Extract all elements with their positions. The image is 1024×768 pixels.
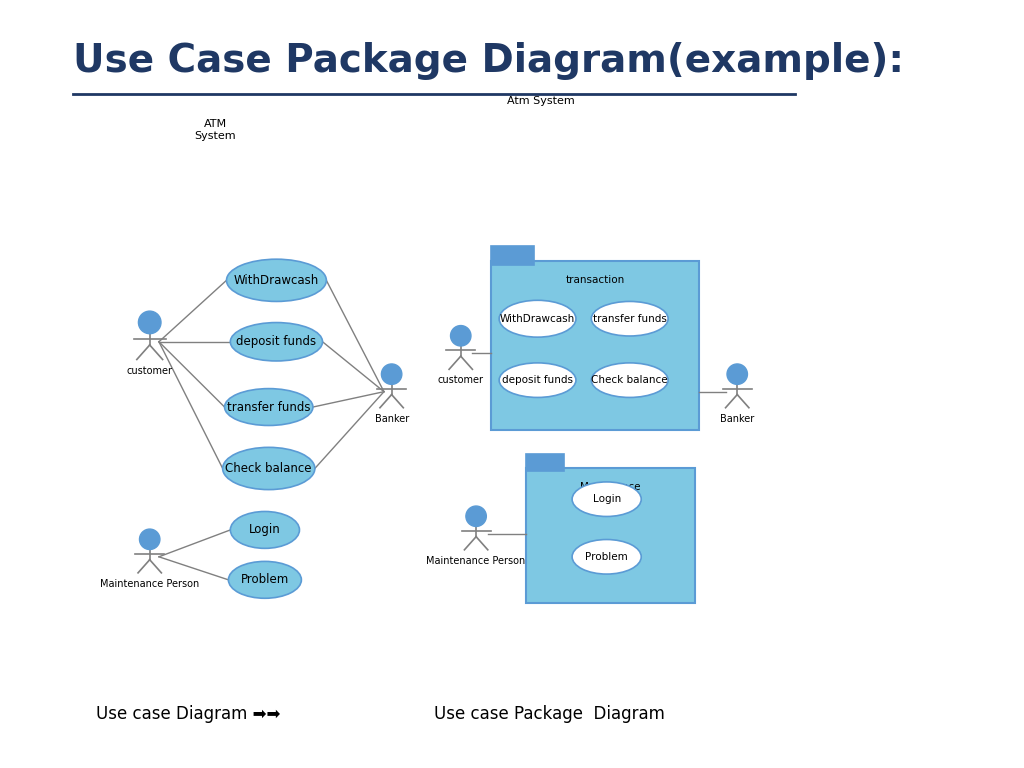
Text: Maintenance Person: Maintenance Person [100,579,200,589]
Circle shape [451,326,471,346]
Ellipse shape [572,539,641,574]
Text: Banker: Banker [375,413,409,424]
Text: deposit funds: deposit funds [502,375,573,386]
Text: transfer funds: transfer funds [227,401,310,413]
Circle shape [381,364,401,384]
Circle shape [139,529,160,550]
Ellipse shape [499,300,575,337]
Ellipse shape [230,323,323,361]
Text: deposit funds: deposit funds [237,336,316,348]
Text: Check balance: Check balance [592,375,668,386]
Text: Login: Login [249,524,281,536]
Circle shape [466,506,486,527]
Text: Check balance: Check balance [225,462,312,475]
Text: Use case Package  Diagram: Use case Package Diagram [433,705,665,723]
Ellipse shape [591,363,668,398]
Ellipse shape [224,389,313,425]
Text: Use case Diagram ➡➡: Use case Diagram ➡➡ [96,705,281,723]
Text: Banker: Banker [720,413,755,424]
FancyBboxPatch shape [526,468,695,603]
Circle shape [727,364,748,384]
Text: customer: customer [437,375,483,386]
Text: WithDrawcash: WithDrawcash [233,274,319,286]
Ellipse shape [226,260,327,302]
Text: ATM
System: ATM System [195,119,236,141]
Text: Atm System: Atm System [507,96,574,106]
Text: Login: Login [593,494,621,505]
Text: WithDrawcash: WithDrawcash [500,313,575,324]
Text: Maintenance Person: Maintenance Person [426,556,525,566]
FancyBboxPatch shape [492,261,698,430]
FancyBboxPatch shape [492,246,534,265]
Ellipse shape [228,561,301,598]
Ellipse shape [230,511,299,548]
Text: Problem: Problem [586,551,628,562]
Text: transfer funds: transfer funds [593,313,667,324]
Ellipse shape [222,447,314,490]
FancyBboxPatch shape [526,454,564,471]
Ellipse shape [591,302,668,336]
Text: Problem: Problem [241,574,289,586]
Ellipse shape [499,363,575,398]
Text: customer: customer [127,366,173,376]
Ellipse shape [572,482,641,517]
Text: Maintenace: Maintenace [581,482,641,492]
Text: transaction: transaction [565,275,625,285]
Text: Use Case Package Diagram(example):: Use Case Package Diagram(example): [73,42,904,80]
Circle shape [138,311,161,333]
